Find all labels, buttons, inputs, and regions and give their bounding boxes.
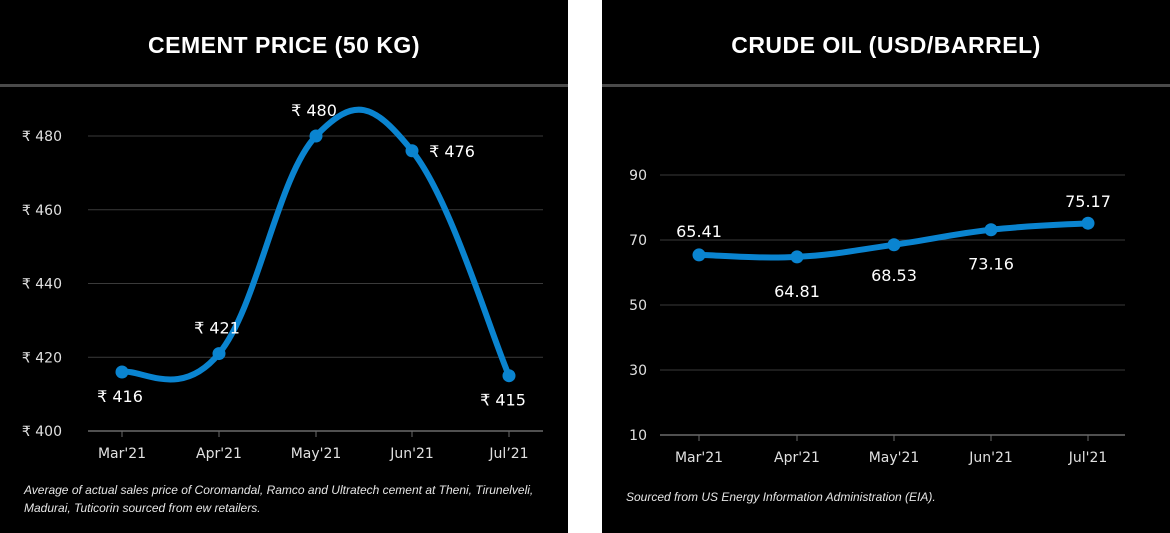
y-tick-label: 10 <box>629 428 647 444</box>
data-label: 73.16 <box>968 255 1014 274</box>
data-label: ₹ 416 <box>97 387 143 406</box>
data-label: ₹ 415 <box>480 391 526 410</box>
data-point <box>1081 216 1095 230</box>
data-point <box>887 238 901 252</box>
data-point <box>212 347 226 361</box>
y-tick-label: 50 <box>629 298 647 314</box>
title-divider <box>602 84 1170 87</box>
x-tick-label: Apr'21 <box>196 446 242 462</box>
crude-chart-title: CRUDE OIL (USD/BARREL) <box>731 32 1041 58</box>
cement-price-chart: ₹ 400 ₹ 420 ₹ 440 ₹ 460 ₹ 480 Mar'21 Apr'21 May… <box>22 101 543 462</box>
title-divider <box>0 84 568 87</box>
x-tick-label: Jul’21 <box>488 446 528 462</box>
y-tick-label: ₹ 460 <box>22 203 62 219</box>
x-tick-label: Mar'21 <box>98 446 146 462</box>
data-label: 75.17 <box>1065 192 1111 211</box>
crude-chart-footnote: Sourced from US Energy Information Admin… <box>626 490 936 504</box>
y-tick-label: ₹ 420 <box>22 350 62 366</box>
data-label: ₹ 480 <box>291 101 337 120</box>
data-point <box>790 250 804 264</box>
data-point <box>309 129 323 143</box>
data-point <box>692 248 706 262</box>
data-label: ₹ 421 <box>194 319 240 338</box>
data-label: ₹ 476 <box>429 142 475 161</box>
x-tick-label: Jun'21 <box>389 446 434 462</box>
x-tick-label: Jun'21 <box>968 450 1013 466</box>
x-tick-label: Apr'21 <box>774 450 820 466</box>
y-tick-label: ₹ 480 <box>22 129 62 145</box>
cement-chart-title: CEMENT PRICE (50 KG) <box>148 32 420 58</box>
crude-oil-panel: CRUDE OIL (USD/BARREL) 10 30 50 70 90 Mar'21 A… <box>602 0 1170 533</box>
x-tick-label: Jul'21 <box>1068 450 1108 466</box>
cement-chart-footnote: Average of actual sales price of Coroman… <box>24 483 534 515</box>
data-label: 68.53 <box>871 266 917 285</box>
data-point <box>115 365 129 379</box>
data-label: 64.81 <box>774 282 820 301</box>
x-tick-label: May'21 <box>869 450 920 466</box>
y-tick-label: ₹ 440 <box>22 277 62 293</box>
crude-oil-chart: 10 30 50 70 90 Mar'21 Apr'21 May'21 Jun'21 Jul'21… <box>629 168 1125 466</box>
x-tick-label: Mar'21 <box>675 450 723 466</box>
y-tick-label: 30 <box>629 363 647 379</box>
cement-price-panel: CEMENT PRICE (50 KG) ₹ 400 ₹ 420 ₹ 440 ₹ 46… <box>0 0 568 533</box>
data-point <box>502 369 516 383</box>
data-label: 65.41 <box>676 222 722 241</box>
x-tick-label: May'21 <box>291 446 342 462</box>
data-point <box>405 144 419 158</box>
y-tick-label: 90 <box>629 168 647 184</box>
y-tick-label: 70 <box>629 233 647 249</box>
y-tick-label: ₹ 400 <box>22 424 62 440</box>
data-point <box>984 223 998 237</box>
